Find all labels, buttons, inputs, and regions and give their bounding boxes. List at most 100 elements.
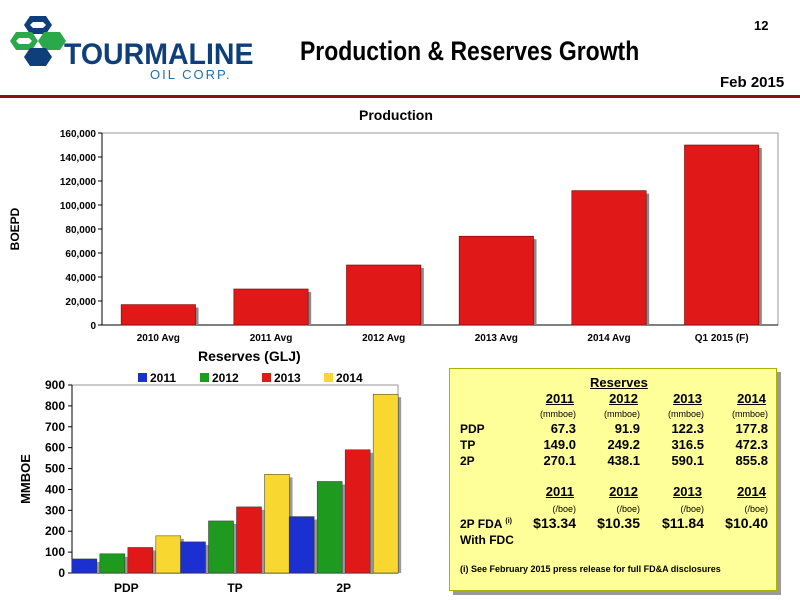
footnote-marker: (i) xyxy=(460,564,471,574)
reserves-bar xyxy=(372,393,399,574)
page-number: 12 xyxy=(754,18,769,33)
reserves-bar xyxy=(208,520,234,574)
fda-unit-label: (/boe) xyxy=(744,504,768,514)
reserves-value: 122.3 xyxy=(671,421,704,436)
footnote-text: See February 2015 press release for full… xyxy=(471,564,721,574)
production-bar xyxy=(346,264,422,326)
reserves-value: 249.2 xyxy=(607,437,640,452)
production-chart-title: Production xyxy=(359,107,433,123)
legend-label: 2011 xyxy=(150,371,177,385)
reserves-value: 855.8 xyxy=(735,453,768,468)
production-x-tick-label: 2011 Avg xyxy=(250,333,293,344)
reserves-row-label: 2P xyxy=(460,454,475,468)
reserves-bar xyxy=(99,553,126,574)
fda-row-label: 2P FDA (i) xyxy=(460,517,512,531)
reserves-y-tick-label: 0 xyxy=(58,566,65,580)
fda-year-header: 2014 xyxy=(737,484,766,499)
fda-year-header: 2012 xyxy=(609,484,638,499)
legend-item-2011: 2011 xyxy=(138,371,176,385)
reserves-row-label: PDP xyxy=(460,422,485,436)
production-bar xyxy=(233,288,309,326)
production-chart: 0 20,000 40,000 60,000 80,000 100,000 120,000 1… xyxy=(8,129,779,344)
reserves-chart: 0 100 200 300 400 500 600 700 800 900 PDP TP 2P MMBOE xyxy=(18,378,402,595)
reserves-value: 590.1 xyxy=(671,453,704,468)
reserves-bar xyxy=(180,541,206,574)
reserves-bar xyxy=(71,558,98,574)
production-plot-area xyxy=(101,132,779,326)
reserves-year-header: 2012 xyxy=(609,391,638,406)
reserves-unit-label: (mmboe) xyxy=(603,409,640,419)
fda-row-label-2: With FDC xyxy=(460,533,514,547)
legend-label: 2014 xyxy=(336,371,363,385)
production-y-tick-label: 140,000 xyxy=(60,153,97,164)
reserves-value: 270.1 xyxy=(543,453,576,468)
reserves-bar xyxy=(344,449,371,574)
production-y-tick-label: 80,000 xyxy=(65,225,96,236)
legend-swatch xyxy=(324,373,333,382)
reserves-year-header: 2011 xyxy=(545,391,574,406)
reserves-value: 67.3 xyxy=(550,421,576,436)
reserves-bar xyxy=(155,535,182,574)
reserves-chart-title: Reserves (GLJ) xyxy=(198,348,301,364)
reserves-y-tick-label: 400 xyxy=(45,482,65,496)
reserves-value: 472.3 xyxy=(735,437,768,452)
reserves-y-tick-label: 200 xyxy=(45,524,65,538)
production-bar xyxy=(458,235,534,326)
legend-item-2013: 2013 xyxy=(262,371,301,385)
fda-year-header: 2013 xyxy=(673,484,702,499)
reserves-year-header: 2013 xyxy=(673,391,702,406)
fda-value: $10.40 xyxy=(725,515,768,531)
legend-swatch xyxy=(200,373,209,382)
reserves-y-tick-label: 700 xyxy=(45,420,65,434)
reserves-unit-label: (mmboe) xyxy=(667,409,704,419)
legend-swatch xyxy=(262,373,271,382)
reserves-unit-label: (mmboe) xyxy=(731,409,768,419)
production-x-tick-label: 2014 Avg xyxy=(587,333,630,344)
production-bar xyxy=(571,190,647,326)
production-x-tick-label: Q1 2015 (F) xyxy=(695,333,749,344)
production-y-tick-label: 0 xyxy=(90,321,96,332)
reserves-value: 316.5 xyxy=(671,437,704,452)
reserves-y-tick-label: 500 xyxy=(45,462,65,476)
fda-unit-label: (/boe) xyxy=(616,504,640,514)
reserves-row-label: TP xyxy=(460,438,476,452)
logo-hexagon-icon xyxy=(10,16,66,66)
logo-subtitle: OIL CORP. xyxy=(150,67,232,82)
fda-unit-label: (/boe) xyxy=(552,504,576,514)
reserves-bar xyxy=(288,516,315,574)
reserves-bar xyxy=(236,506,262,574)
reserves-value: 149.0 xyxy=(543,437,576,452)
reserves-year-header: 2014 xyxy=(737,391,766,406)
production-y-tick-label: 60,000 xyxy=(65,249,96,260)
fda-value: $11.84 xyxy=(661,515,704,531)
production-y-axis-label: BOEPD xyxy=(8,207,22,250)
reserves-x-tick-label: 2P xyxy=(336,581,351,595)
reserves-y-tick-label: 600 xyxy=(45,441,65,455)
reserves-value: 91.9 xyxy=(614,421,640,436)
fda-year-header: 2011 xyxy=(545,484,574,499)
fda-unit-label: (/boe) xyxy=(680,504,704,514)
reserves-bar xyxy=(127,547,154,574)
logo-wordmark: TOURMALINE xyxy=(64,38,254,71)
production-bar xyxy=(120,304,196,326)
production-y-tick-label: 120,000 xyxy=(60,177,97,188)
reserves-unit-label: (mmboe) xyxy=(539,409,576,419)
production-y-tick-label: 100,000 xyxy=(60,201,97,212)
date-label: Feb 2015 xyxy=(720,74,785,91)
reserves-footnote: (i) See February 2015 press release for … xyxy=(460,564,721,574)
production-x-tick-label: 2013 Avg xyxy=(475,333,518,344)
page-title: Production & Reserves Growth xyxy=(300,36,640,66)
reserves-x-tick-label: PDP xyxy=(114,581,139,595)
reserves-x-tick-label: TP xyxy=(227,581,242,595)
reserves-bar xyxy=(316,481,343,574)
fda-superscript: (i) xyxy=(505,518,512,525)
reserves-y-tick-label: 800 xyxy=(45,399,65,413)
production-y-tick-label: 40,000 xyxy=(65,273,96,284)
reserves-bar xyxy=(264,474,290,574)
production-x-tick-label: 2012 Avg xyxy=(362,333,405,344)
reserves-y-tick-label: 300 xyxy=(45,503,65,517)
reserves-legend: 2011 2012 2013 2014 xyxy=(130,371,390,387)
reserves-y-tick-label: 900 xyxy=(45,378,65,392)
header-rule xyxy=(0,95,800,98)
reserves-y-tick-label: 100 xyxy=(45,545,65,559)
